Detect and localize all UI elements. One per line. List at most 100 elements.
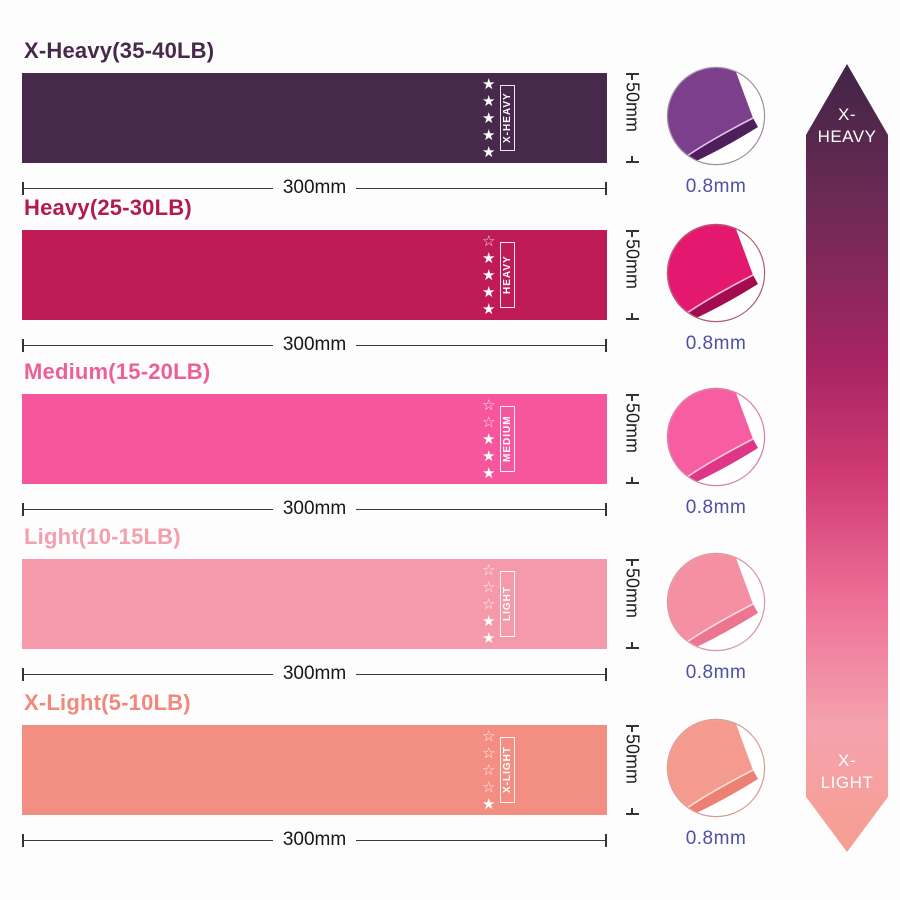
dimension-tick xyxy=(625,161,639,163)
band-markings: ★ ★ ★ ★ ★ X-HEAVY xyxy=(482,73,516,163)
product-title: Heavy(25-30LB) xyxy=(24,195,192,220)
dimension-tick xyxy=(605,667,608,681)
width-dimension-label: 300mm xyxy=(282,177,347,198)
dimension-tick xyxy=(22,181,24,195)
dimension-tick xyxy=(625,725,639,727)
dimension-line xyxy=(24,673,273,675)
dimension-line xyxy=(356,839,606,841)
star-filled-icon: ★ xyxy=(482,447,496,465)
star-filled-icon: ★ xyxy=(482,109,496,127)
band-tag-label: HEAVY xyxy=(500,242,516,308)
dimension-line xyxy=(24,508,273,510)
folded-band-photo-icon xyxy=(666,718,766,818)
width-dimension: 300mm xyxy=(22,177,608,199)
dimension-line xyxy=(356,673,606,675)
height-dimension: 50mm xyxy=(615,73,649,163)
dimension-tick xyxy=(605,502,608,516)
band-tag-label: X-LIGHT xyxy=(500,737,516,803)
star-filled-icon: ★ xyxy=(482,249,496,267)
dimension-tick xyxy=(625,482,639,484)
strength-stars: ☆ ☆ ☆ ☆ ★ xyxy=(482,728,495,813)
scale-bottom-label-line1: X- xyxy=(838,750,856,770)
height-dimension: 50mm xyxy=(615,230,649,320)
scale-bottom-label-line2: LIGHT xyxy=(820,772,874,792)
star-filled-icon: ★ xyxy=(482,430,496,448)
thickness-label: 0.8mm xyxy=(685,497,747,518)
width-dimension: 300mm xyxy=(22,663,608,685)
strength-stars: ☆ ★ ★ ★ ★ xyxy=(482,233,495,318)
star-outline-icon: ☆ xyxy=(482,727,496,745)
band-swatch: ☆ ☆ ☆ ☆ ★ X-LIGHT xyxy=(22,725,607,815)
thickness-closeup: 0.8mm xyxy=(664,387,768,519)
dimension-line xyxy=(24,187,273,189)
width-dimension-label: 300mm xyxy=(282,334,347,355)
height-dimension-label: 50mm xyxy=(622,568,643,619)
strength-scale-arrow: X- HEAVY X- LIGHT xyxy=(806,64,888,852)
dimension-line xyxy=(356,187,606,189)
band-swatch: ☆ ☆ ☆ ★ ★ LIGHT xyxy=(22,559,607,649)
width-dimension-label: 300mm xyxy=(282,829,347,850)
strength-stars: ★ ★ ★ ★ ★ xyxy=(482,76,495,161)
dimension-tick xyxy=(22,502,24,516)
height-dimension-label: 50mm xyxy=(622,734,643,785)
thickness-closeup: 0.8mm xyxy=(664,718,768,850)
dimension-line xyxy=(631,561,633,566)
dimension-line xyxy=(631,313,633,318)
thickness-label: 0.8mm xyxy=(685,828,747,849)
width-dimension-label: 300mm xyxy=(282,663,347,684)
band-markings: ☆ ☆ ★ ★ ★ MEDIUM xyxy=(482,394,516,484)
dimension-line xyxy=(631,75,633,80)
dimension-line xyxy=(631,642,633,647)
star-filled-icon: ★ xyxy=(482,126,496,144)
thickness-closeup: 0.8mm xyxy=(664,66,768,198)
dimension-line xyxy=(631,808,633,813)
star-outline-icon: ☆ xyxy=(482,761,496,779)
band-tag-label: MEDIUM xyxy=(500,406,516,472)
band-markings: ☆ ★ ★ ★ ★ HEAVY xyxy=(482,230,516,320)
star-filled-icon: ★ xyxy=(482,629,496,647)
dimension-tick xyxy=(22,833,24,847)
width-dimension: 300mm xyxy=(22,334,608,356)
band-markings: ☆ ☆ ☆ ★ ★ LIGHT xyxy=(482,559,516,649)
dimension-line xyxy=(356,508,606,510)
dimension-line xyxy=(631,232,633,237)
height-dimension-label: 50mm xyxy=(622,239,643,290)
star-filled-icon: ★ xyxy=(482,795,496,813)
band-swatch: ☆ ★ ★ ★ ★ HEAVY xyxy=(22,230,607,320)
star-outline-icon: ☆ xyxy=(482,396,496,414)
star-filled-icon: ★ xyxy=(482,283,496,301)
dimension-tick xyxy=(625,647,639,649)
dimension-line xyxy=(631,156,633,161)
dimension-tick xyxy=(625,813,639,815)
dimension-tick xyxy=(22,338,24,352)
band-swatch: ☆ ☆ ★ ★ ★ MEDIUM xyxy=(22,394,607,484)
scale-bottom-label: X- LIGHT xyxy=(806,750,888,794)
strength-stars: ☆ ☆ ★ ★ ★ xyxy=(482,397,495,482)
folded-band-photo-icon xyxy=(666,387,766,487)
star-outline-icon: ☆ xyxy=(482,561,496,579)
width-dimension: 300mm xyxy=(22,829,608,851)
band-tag-label: X-HEAVY xyxy=(500,85,516,151)
dimension-line xyxy=(24,839,273,841)
scale-top-label-line2: HEAVY xyxy=(817,127,877,147)
dimension-tick xyxy=(605,338,608,352)
star-outline-icon: ☆ xyxy=(482,232,496,250)
star-filled-icon: ★ xyxy=(482,266,496,284)
star-filled-icon: ★ xyxy=(482,300,496,318)
folded-band-photo-icon xyxy=(666,552,766,652)
band-tag-label: LIGHT xyxy=(500,571,516,637)
dimension-tick xyxy=(605,833,608,847)
dimension-tick xyxy=(625,318,639,320)
strength-stars: ☆ ☆ ☆ ★ ★ xyxy=(482,562,495,647)
scale-top-label: X- HEAVY xyxy=(806,104,888,148)
folded-band-photo-icon xyxy=(666,223,766,323)
dimension-line xyxy=(24,344,273,346)
height-dimension-label: 50mm xyxy=(622,403,643,454)
folded-band-photo-icon xyxy=(666,66,766,166)
star-outline-icon: ☆ xyxy=(482,595,496,613)
dimension-tick xyxy=(605,181,608,195)
height-dimension: 50mm xyxy=(615,725,649,815)
product-row-x-light: X-Light(5-10LB) ☆ ☆ ☆ ☆ ★ X-LIGHT 50mm 300mm xyxy=(22,690,782,851)
product-row-light: Light(10-15LB) ☆ ☆ ☆ ★ ★ LIGHT 50mm 300mm xyxy=(22,524,782,685)
band-swatch: ★ ★ ★ ★ ★ X-HEAVY xyxy=(22,73,607,163)
